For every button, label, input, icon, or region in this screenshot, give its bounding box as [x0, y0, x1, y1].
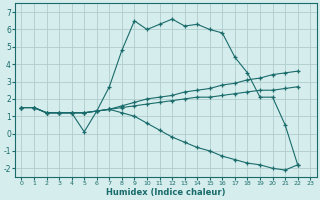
X-axis label: Humidex (Indice chaleur): Humidex (Indice chaleur)	[106, 188, 226, 197]
